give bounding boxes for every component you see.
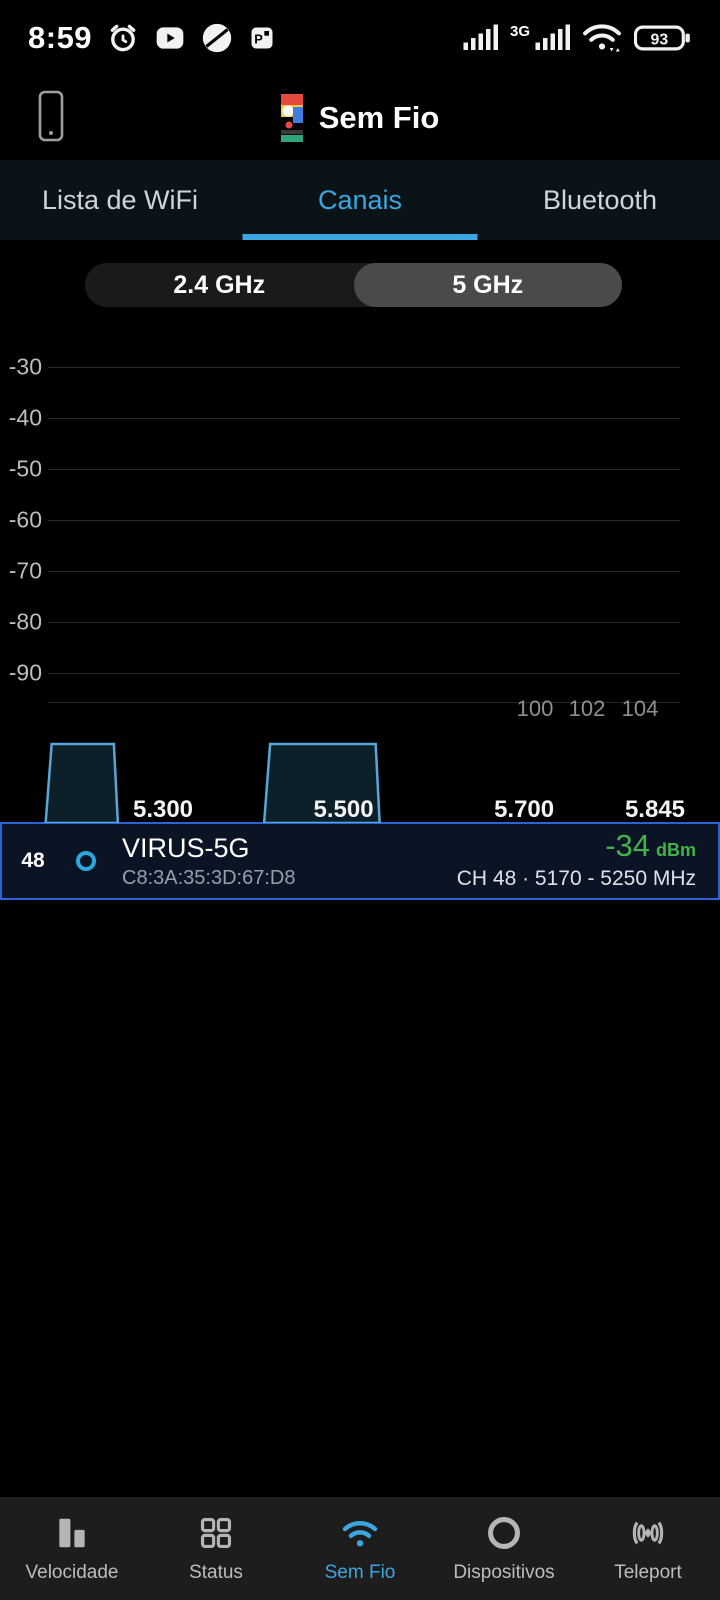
spectrum-chart: -30 -40 -50 -60 -70 -80 -90 100 102 104 5.300 5.500… bbox=[0, 330, 720, 823]
network-type-label: 3G bbox=[509, 22, 530, 40]
gridline-baseline bbox=[48, 702, 680, 703]
nav-label: Velocidade bbox=[25, 1561, 119, 1583]
youtube-icon bbox=[156, 27, 184, 49]
tab-label: Bluetooth bbox=[542, 184, 658, 215]
y-axis-tick: -30 bbox=[8, 353, 42, 380]
phone-device-icon[interactable] bbox=[38, 90, 64, 144]
bottom-nav: Velocidade Status Sem Fio Dispositivos Telep… bbox=[0, 1497, 720, 1600]
signal-shapes bbox=[44, 742, 381, 823]
status-bar: 8:59 P bbox=[0, 0, 720, 76]
gridline bbox=[48, 622, 680, 623]
app-header: Sem Fio bbox=[0, 76, 720, 160]
frequency-tick: 5.845 bbox=[624, 796, 686, 823]
network-ring-icon bbox=[64, 850, 108, 872]
page-title: Sem Fio bbox=[318, 100, 440, 135]
frequency-tick: 5.500 bbox=[313, 796, 374, 823]
p-app-icon: P bbox=[251, 27, 273, 49]
speed-bars-icon bbox=[59, 1518, 85, 1547]
tab-bar: Lista de WiFi Canais Bluetooth bbox=[0, 160, 720, 240]
circle-slash-icon bbox=[202, 23, 232, 53]
nav-item-dispositivos[interactable]: Dispositivos bbox=[432, 1497, 576, 1600]
rssi-unit: dBm bbox=[656, 840, 696, 860]
tab-bluetooth[interactable]: Bluetooth bbox=[480, 160, 720, 240]
tab-label: Canais bbox=[317, 184, 403, 215]
teleport-icon bbox=[632, 1521, 664, 1544]
nav-item-sem-fio[interactable]: Sem Fio bbox=[288, 1497, 432, 1600]
y-axis-tick: -50 bbox=[8, 455, 42, 482]
clock-time: 8:59 bbox=[28, 20, 93, 55]
wifi-status-icon bbox=[583, 24, 621, 52]
channel-tick: 102 bbox=[568, 696, 606, 721]
y-axis-tick: -40 bbox=[8, 404, 42, 431]
nav-item-teleport[interactable]: Teleport bbox=[576, 1497, 720, 1600]
nav-item-status[interactable]: Status bbox=[144, 1497, 288, 1600]
y-axis-tick: -70 bbox=[8, 557, 42, 584]
y-axis-tick: -80 bbox=[8, 608, 42, 635]
gridline bbox=[48, 418, 680, 419]
nav-item-velocidade[interactable]: Velocidade bbox=[0, 1497, 144, 1600]
cell-signal-secondary-icon bbox=[535, 24, 570, 50]
network-mac: C8:3A:35:3D:67:D8 bbox=[122, 866, 296, 889]
nav-label: Sem Fio bbox=[324, 1561, 396, 1583]
network-list-item[interactable]: 48 VIRUS-5G C8:3A:35:3D:67:D8 -34 dBm CH … bbox=[0, 822, 720, 900]
gridline bbox=[48, 520, 680, 521]
gridline bbox=[48, 571, 680, 572]
devices-ring-icon bbox=[488, 1516, 520, 1549]
channel-tick: 104 bbox=[621, 696, 659, 721]
y-axis-tick: -90 bbox=[8, 659, 42, 686]
network-rssi: -34 dBm bbox=[605, 828, 696, 863]
gridline bbox=[48, 367, 680, 368]
router-app-icon bbox=[280, 94, 303, 142]
y-axis-tick: -60 bbox=[8, 506, 42, 533]
tab-label: Lista de WiFi bbox=[41, 184, 199, 215]
band-selector: 2.4 GHz 5 GHz bbox=[85, 263, 622, 307]
gridline bbox=[48, 469, 680, 470]
network-channel-info: CH 48 · 5170 - 5250 MHz bbox=[456, 867, 696, 890]
tab-canais[interactable]: Canais bbox=[240, 160, 480, 240]
frequency-tick: 5.700 bbox=[494, 796, 555, 823]
svg-text:93: 93 bbox=[651, 32, 669, 49]
cell-signal-icon bbox=[463, 24, 498, 50]
network-ssid: VIRUS-5G bbox=[122, 832, 250, 863]
status-grid-icon bbox=[200, 1517, 232, 1548]
nav-label: Teleport bbox=[614, 1561, 682, 1583]
svg-text:P: P bbox=[254, 31, 263, 46]
channel-tick: 100 bbox=[516, 696, 554, 721]
frequency-tick: 5.300 bbox=[132, 796, 194, 823]
alarm-icon bbox=[110, 24, 136, 52]
band-option-5-ghz[interactable]: 5 GHz bbox=[353, 263, 622, 307]
wifi-signal-shape[interactable] bbox=[44, 742, 120, 823]
wifi-icon bbox=[342, 1520, 378, 1546]
channel-badge: 48 bbox=[21, 849, 45, 872]
active-tab-underline bbox=[242, 234, 478, 240]
battery-icon: 93 bbox=[634, 25, 690, 51]
band-option-2.4-ghz[interactable]: 2.4 GHz bbox=[173, 270, 266, 299]
wifi-signal-shape[interactable] bbox=[262, 742, 381, 823]
tab-lista-de-wifi[interactable]: Lista de WiFi bbox=[0, 160, 240, 240]
nav-label: Dispositivos bbox=[453, 1561, 555, 1583]
nav-label: Status bbox=[189, 1561, 243, 1583]
gridline bbox=[48, 673, 680, 674]
